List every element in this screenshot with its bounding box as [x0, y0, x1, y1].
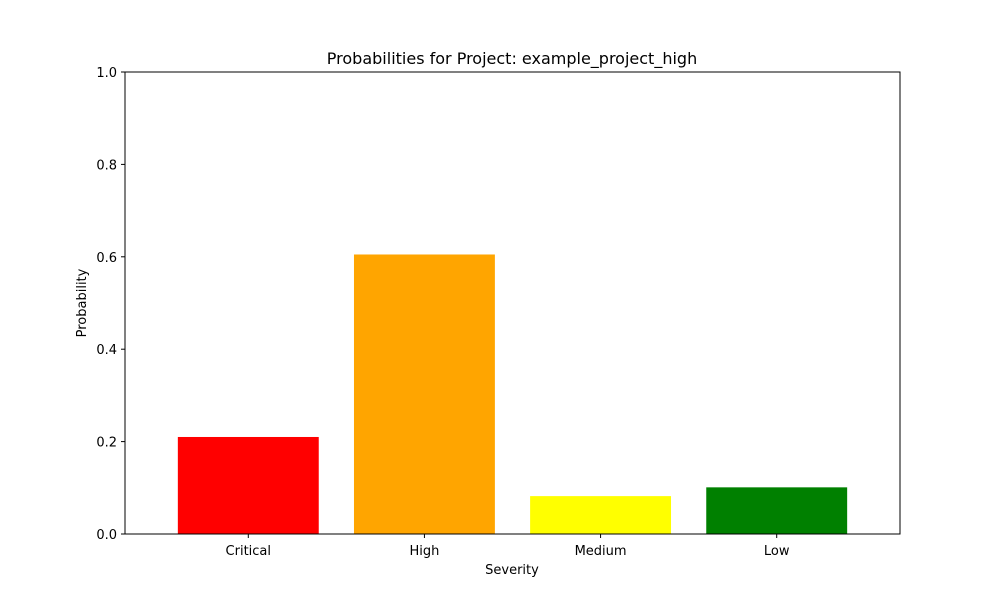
- bar-low: [706, 487, 848, 534]
- y-tick-label: 0.2: [96, 436, 117, 451]
- y-tick-label: 0.0: [96, 528, 117, 543]
- x-axis-label: Severity: [485, 563, 539, 578]
- y-tick-label: 0.8: [96, 158, 117, 173]
- bars: [177, 254, 848, 535]
- y-axis-label: Probability: [75, 268, 90, 337]
- bar-critical: [177, 436, 319, 534]
- y-tick-label: 0.6: [96, 251, 117, 266]
- bar-medium: [530, 496, 672, 534]
- y-tick-label: 0.4: [96, 343, 117, 358]
- x-tick-label: Medium: [575, 544, 627, 559]
- bar-high: [353, 254, 495, 535]
- x-tick-label: Low: [764, 544, 790, 559]
- y-tick-label: 1.0: [96, 66, 117, 81]
- chart-title: Probabilities for Project: example_proje…: [327, 49, 697, 69]
- x-tick-label: High: [409, 544, 439, 559]
- x-axis-ticks: Critical High Medium Low: [226, 534, 790, 559]
- x-tick-label: Critical: [226, 544, 271, 559]
- y-axis-ticks: 0.0 0.2 0.4 0.6 0.8 1.0: [96, 66, 125, 543]
- plot-frame: [124, 71, 901, 535]
